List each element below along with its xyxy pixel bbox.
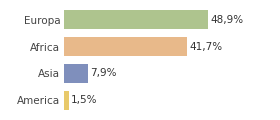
- Text: 41,7%: 41,7%: [189, 42, 222, 52]
- Bar: [64, 91, 69, 110]
- Text: 7,9%: 7,9%: [90, 68, 116, 78]
- Bar: [64, 10, 208, 29]
- Bar: [64, 64, 88, 83]
- Text: 48,9%: 48,9%: [210, 15, 243, 25]
- Text: 1,5%: 1,5%: [71, 95, 98, 105]
- Bar: [64, 37, 187, 56]
